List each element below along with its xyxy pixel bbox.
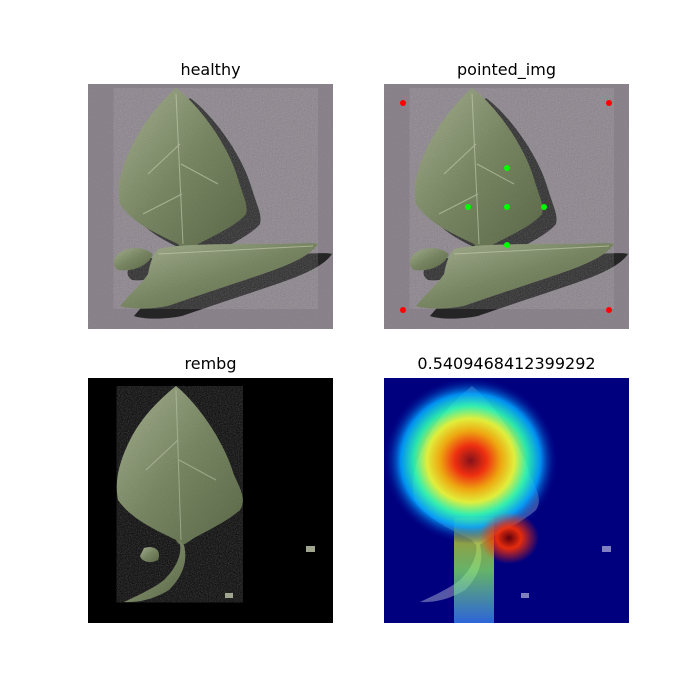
speckle (602, 546, 611, 552)
panel-title-pointed: pointed_img (457, 60, 556, 79)
corner-marker (606, 307, 612, 313)
corner-markers (400, 100, 612, 313)
heat-blob (384, 378, 604, 588)
panel-title-rembg: rembg (184, 354, 237, 373)
pointed-image (384, 84, 629, 329)
corner-marker (400, 100, 406, 106)
keypoint-marker (465, 204, 471, 210)
speckle (225, 593, 233, 598)
speckle (306, 546, 315, 552)
healthy-image (88, 84, 333, 329)
keypoint-markers (465, 165, 547, 248)
segmented-leaf (116, 386, 243, 603)
keypoint-marker (504, 204, 510, 210)
heatmap-image (384, 378, 629, 623)
leaf-veins (142, 93, 314, 255)
panel-title-healthy: healthy (180, 60, 241, 79)
speckle (521, 593, 529, 598)
keypoint-marker (504, 165, 510, 171)
rembg-image (88, 378, 333, 623)
keypoint-marker (504, 242, 510, 248)
keypoint-marker (541, 204, 547, 210)
corner-marker (400, 307, 406, 313)
panel-title-score: 0.5409468412399292 (417, 354, 596, 373)
heat-hotspot (479, 512, 539, 564)
corner-marker (606, 100, 612, 106)
